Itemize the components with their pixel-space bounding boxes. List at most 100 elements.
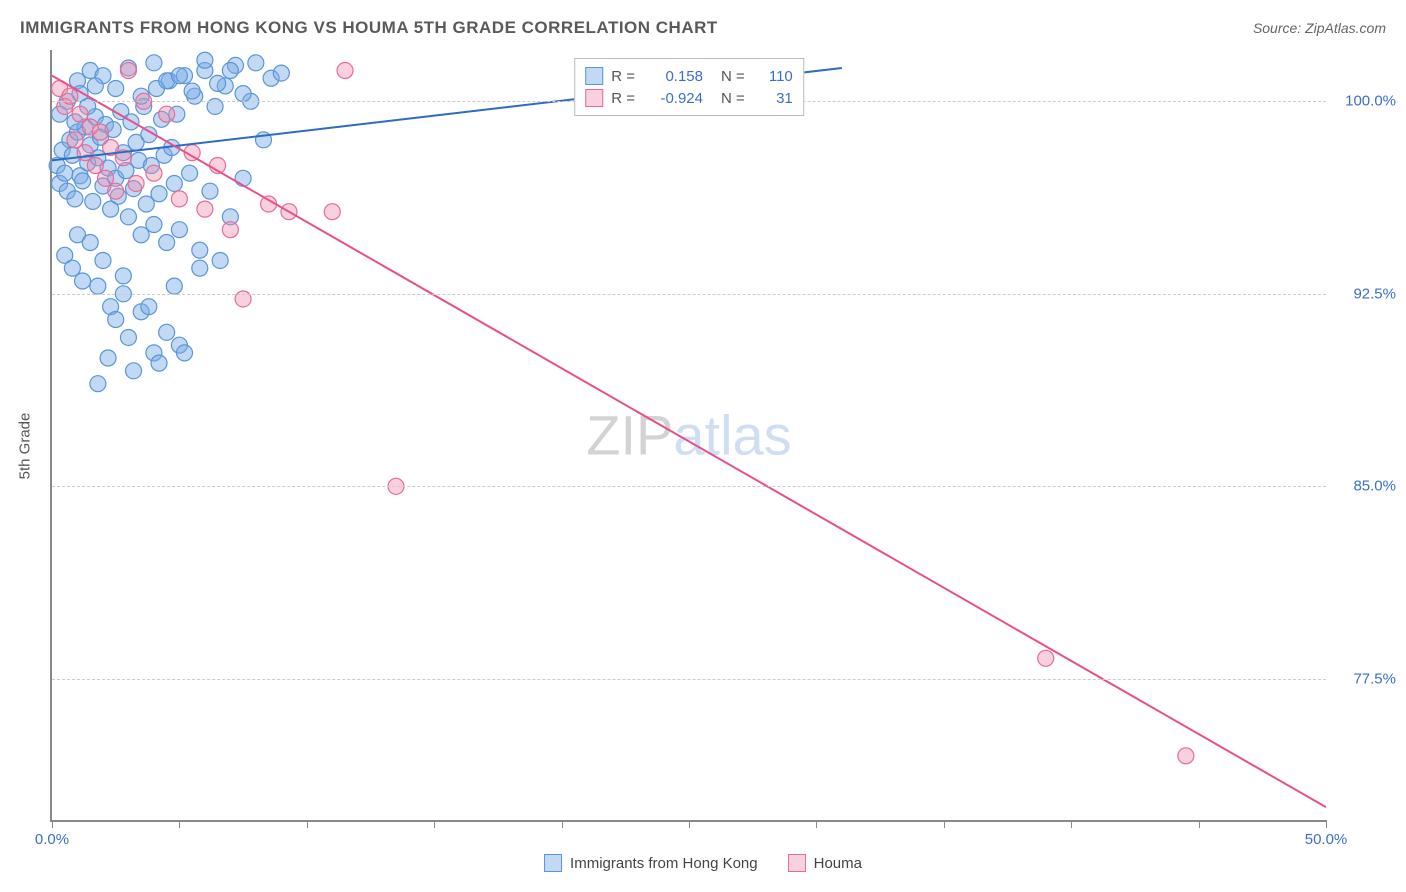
- x-tick: [434, 820, 435, 828]
- legend-label-houma: Houma: [814, 855, 862, 872]
- scatter-point: [235, 170, 251, 186]
- scatter-point: [120, 209, 136, 225]
- scatter-point: [159, 235, 175, 251]
- scatter-point: [166, 278, 182, 294]
- scatter-point: [67, 191, 83, 207]
- scatter-point: [90, 278, 106, 294]
- regression-line: [52, 76, 1326, 808]
- scatter-point: [192, 242, 208, 258]
- legend-stats-box: R = 0.158 N = 110 R = -0.924 N = 31: [574, 58, 804, 116]
- r-value-houma: -0.924: [643, 90, 703, 107]
- scatter-point: [176, 345, 192, 361]
- scatter-point: [182, 165, 198, 181]
- x-tick: [52, 820, 53, 828]
- scatter-point: [108, 183, 124, 199]
- scatter-point: [197, 52, 213, 68]
- legend-item-hk: Immigrants from Hong Kong: [544, 854, 758, 872]
- scatter-point: [166, 175, 182, 191]
- gridline-h: [52, 294, 1326, 295]
- scatter-point: [146, 55, 162, 71]
- n-label-houma: N =: [721, 90, 745, 107]
- scatter-point: [100, 350, 116, 366]
- x-tick: [562, 820, 563, 828]
- r-value-hk: 0.158: [643, 68, 703, 85]
- scatter-point: [120, 329, 136, 345]
- chart-title: IMMIGRANTS FROM HONG KONG VS HOUMA 5TH G…: [20, 18, 718, 38]
- scatter-point: [141, 299, 157, 315]
- x-tick: [1326, 820, 1327, 828]
- legend-label-hk: Immigrants from Hong Kong: [570, 855, 758, 872]
- scatter-point: [192, 260, 208, 276]
- scatter-point: [210, 75, 226, 91]
- scatter-point: [222, 222, 238, 238]
- n-value-houma: 31: [753, 90, 793, 107]
- x-tick: [689, 820, 690, 828]
- scatter-point: [108, 312, 124, 328]
- scatter-point: [146, 165, 162, 181]
- scatter-point: [90, 376, 106, 392]
- scatter-point: [235, 86, 251, 102]
- legend-item-houma: Houma: [788, 854, 862, 872]
- x-tick: [307, 820, 308, 828]
- scatter-point: [126, 363, 142, 379]
- x-tick-label: 50.0%: [1305, 831, 1348, 848]
- scatter-point: [1038, 650, 1054, 666]
- scatter-point: [85, 193, 101, 209]
- plot-svg: [52, 50, 1326, 820]
- scatter-point: [273, 65, 289, 81]
- x-tick: [179, 820, 180, 828]
- scatter-point: [324, 204, 340, 220]
- n-label-hk: N =: [721, 68, 745, 85]
- scatter-point: [1178, 748, 1194, 764]
- scatter-point: [171, 68, 187, 84]
- scatter-point: [82, 235, 98, 251]
- scatter-point: [171, 191, 187, 207]
- chart-plot-area: ZIPatlas R = 0.158 N = 110 R = -0.924 N …: [50, 50, 1326, 822]
- scatter-point: [222, 63, 238, 79]
- scatter-point: [337, 63, 353, 79]
- x-tick: [944, 820, 945, 828]
- gridline-h: [52, 679, 1326, 680]
- scatter-point: [197, 201, 213, 217]
- scatter-point: [128, 175, 144, 191]
- x-tick-label: 0.0%: [35, 831, 69, 848]
- y-tick-label: 92.5%: [1336, 285, 1396, 302]
- scatter-point: [87, 78, 103, 94]
- scatter-point: [75, 273, 91, 289]
- n-value-hk: 110: [753, 68, 793, 85]
- scatter-point: [57, 165, 73, 181]
- scatter-point: [212, 252, 228, 268]
- scatter-point: [92, 124, 108, 140]
- x-tick: [1199, 820, 1200, 828]
- swatch-hk: [585, 67, 603, 85]
- y-axis-label: 5th Grade: [17, 413, 34, 480]
- swatch-hk-bottom: [544, 854, 562, 872]
- scatter-point: [75, 173, 91, 189]
- legend-stats-row-houma: R = -0.924 N = 31: [585, 87, 793, 109]
- x-tick: [1071, 820, 1072, 828]
- scatter-point: [171, 222, 187, 238]
- scatter-point: [159, 324, 175, 340]
- swatch-houma-bottom: [788, 854, 806, 872]
- scatter-point: [115, 268, 131, 284]
- scatter-point: [108, 81, 124, 97]
- x-tick: [816, 820, 817, 828]
- scatter-point: [202, 183, 218, 199]
- gridline-h: [52, 486, 1326, 487]
- scatter-point: [95, 252, 111, 268]
- scatter-point: [159, 106, 175, 122]
- scatter-point: [120, 63, 136, 79]
- source-label: Source: ZipAtlas.com: [1253, 20, 1386, 36]
- legend-bottom: Immigrants from Hong Kong Houma: [544, 854, 862, 872]
- y-tick-label: 77.5%: [1336, 670, 1396, 687]
- r-label-hk: R =: [611, 68, 635, 85]
- scatter-point: [146, 217, 162, 233]
- legend-stats-row-hk: R = 0.158 N = 110: [585, 65, 793, 87]
- y-tick-label: 85.0%: [1336, 478, 1396, 495]
- y-tick-label: 100.0%: [1336, 93, 1396, 110]
- scatter-point: [151, 186, 167, 202]
- r-label-houma: R =: [611, 90, 635, 107]
- scatter-point: [184, 83, 200, 99]
- scatter-point: [151, 355, 167, 371]
- scatter-point: [248, 55, 264, 71]
